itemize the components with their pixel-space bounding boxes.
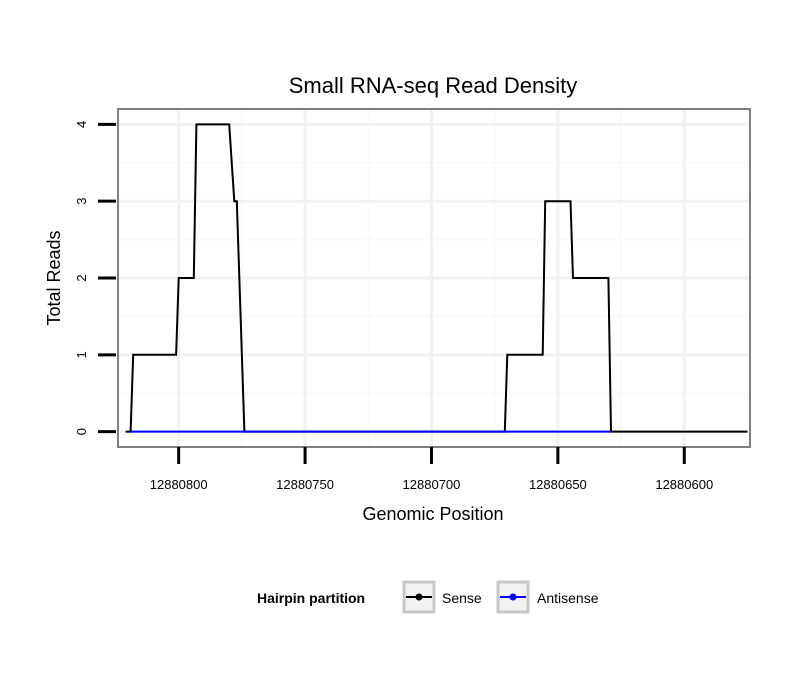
y-axis: 0 1 2 3 4	[74, 121, 116, 435]
y-tick-label: 4	[74, 121, 89, 128]
x-tick-label: 12880750	[276, 477, 334, 492]
legend-point-antisense	[509, 593, 517, 601]
y-axis-title: Total Reads	[44, 230, 64, 325]
legend-label-antisense: Antisense	[537, 590, 599, 606]
chart-title: Small RNA-seq Read Density	[289, 73, 578, 98]
x-tick-label: 12880700	[403, 477, 461, 492]
legend: Hairpin partition Sense Antisense	[257, 580, 599, 614]
x-axis-title: Genomic Position	[362, 504, 503, 524]
legend-point-sense	[415, 593, 423, 601]
legend-title: Hairpin partition	[257, 590, 365, 606]
x-axis: 12880800 12880750 12880700 12880650 12880600	[150, 447, 713, 492]
series-layer	[125, 123, 748, 433]
x-tick-label: 12880600	[655, 477, 713, 492]
y-tick-label: 2	[74, 274, 89, 281]
y-tick-label: 0	[74, 428, 89, 435]
x-tick-label: 12880800	[150, 477, 208, 492]
x-tick-label: 12880650	[529, 477, 587, 492]
grid	[118, 109, 750, 447]
y-tick-label: 3	[74, 198, 89, 205]
plot-border	[117, 108, 751, 448]
legend-label-sense: Sense	[442, 590, 482, 606]
y-tick-label: 1	[74, 351, 89, 358]
